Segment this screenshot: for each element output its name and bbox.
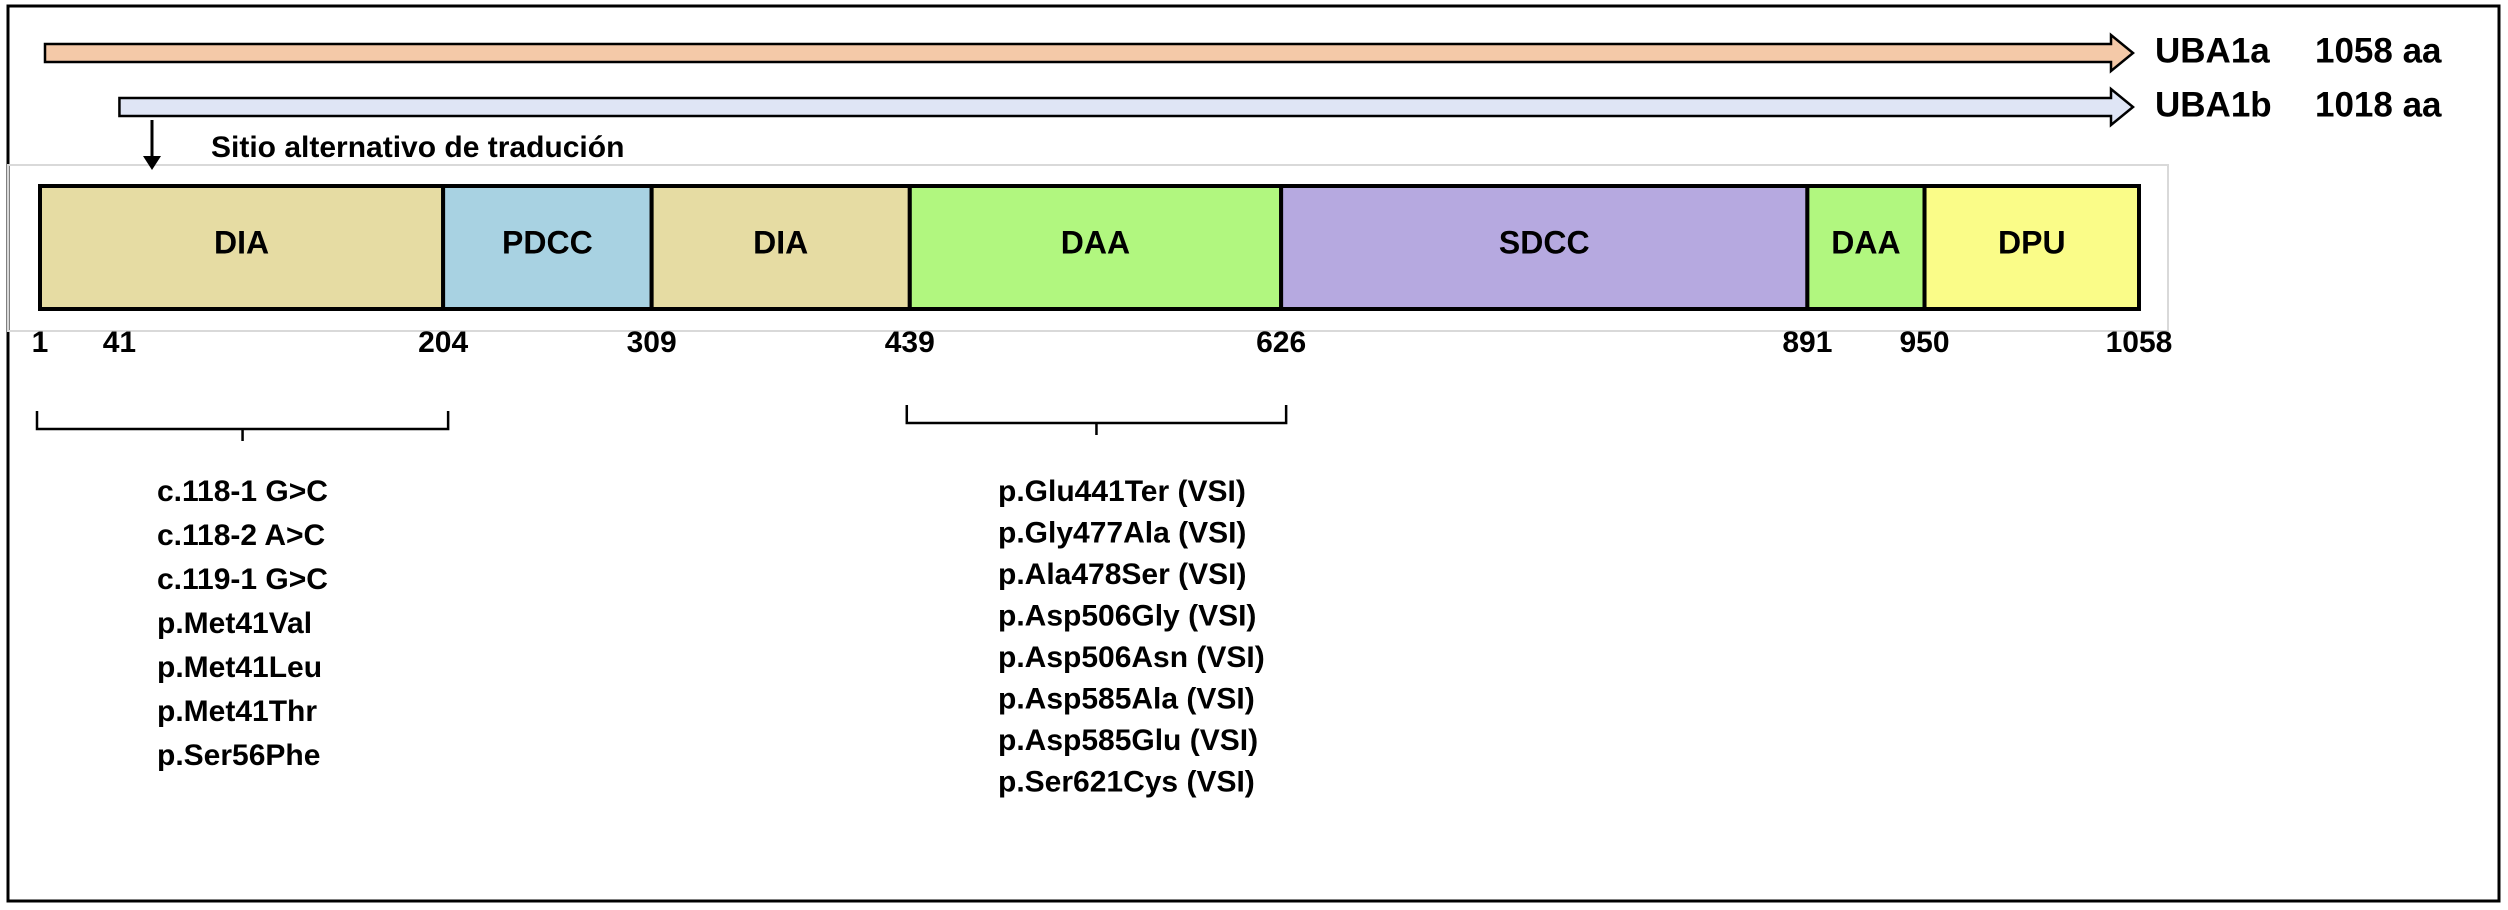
domain-label: DIA <box>214 224 269 260</box>
isoform-name: UBA1b <box>2155 85 2272 124</box>
domain <box>441 184 654 311</box>
mutation: p.Ser56Phe <box>157 739 320 772</box>
domain <box>1279 184 1810 311</box>
mutation: c.119-1 G>C <box>157 563 328 596</box>
isoform-length: 1058 aa <box>2315 31 2442 70</box>
domain <box>1922 184 2141 311</box>
mutation: p.Glu441Ter (VSI) <box>998 475 1246 508</box>
mutation: p.Asp506Asn (VSI) <box>998 641 1265 674</box>
mutation: p.Asp506Gly (VSI) <box>998 599 1256 632</box>
position-label: 1 <box>32 326 49 359</box>
position-label: 1058 <box>2106 326 2173 359</box>
frame <box>6 4 2501 903</box>
mutation: p.Asp585Ala (VSI) <box>998 682 1255 715</box>
isoform-length: 1018 aa <box>2315 85 2442 124</box>
domain-label: SDCC <box>1499 224 1590 260</box>
mutation: p.Met41Thr <box>157 695 317 728</box>
domain <box>907 184 1284 311</box>
domain <box>649 184 912 311</box>
position-label: 309 <box>627 326 677 359</box>
position-label: 439 <box>885 326 935 359</box>
mutation: p.Ala478Ser (VSI) <box>998 558 1246 591</box>
bracket <box>35 411 450 441</box>
position-label: 204 <box>418 326 468 359</box>
start-arrow-head <box>143 156 161 170</box>
domain-label: DAA <box>1061 224 1130 260</box>
domain-label: DIA <box>753 224 808 260</box>
position-label: 41 <box>103 326 136 359</box>
isoform-name: UBA1a <box>2155 31 2270 70</box>
position-label: 891 <box>1782 326 1832 359</box>
bracket <box>905 405 1288 435</box>
mutation: p.Ser621Cys (VSI) <box>998 765 1255 798</box>
mutation: p.Asp585Glu (VSI) <box>998 724 1258 757</box>
annotation: Sitio alternativo de tradución <box>211 131 624 164</box>
position-label: 950 <box>1900 326 1950 359</box>
domain-label: PDCC <box>502 224 593 260</box>
mutation: p.Met41Val <box>157 607 312 640</box>
mutation: p.Gly477Ala (VSI) <box>998 516 1246 549</box>
domain-label: DPU <box>1998 224 2066 260</box>
domain-panel <box>7 164 2169 332</box>
mutation: c.118-2 A>C <box>157 519 325 552</box>
isoform-arrow <box>118 86 2135 128</box>
domain-label: DAA <box>1831 224 1900 260</box>
position-label: 626 <box>1256 326 1306 359</box>
mutation: p.Met41Leu <box>157 651 322 684</box>
isoform-arrow <box>43 32 2135 74</box>
mutation: c.118-1 G>C <box>157 475 328 508</box>
domain <box>1805 184 1927 311</box>
